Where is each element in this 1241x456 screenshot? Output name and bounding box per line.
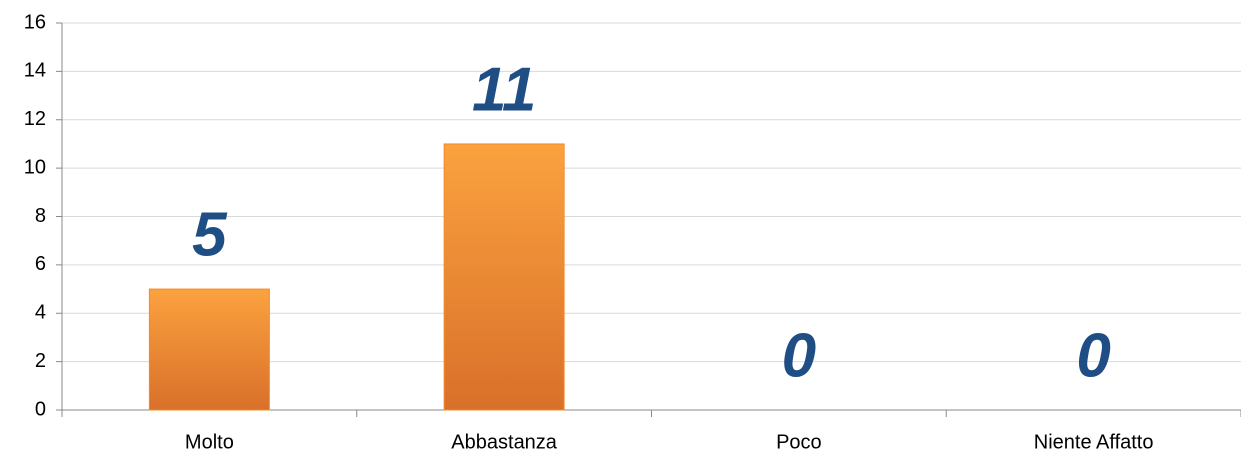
y-tick-label: 16 — [24, 11, 46, 33]
bar — [148, 288, 270, 411]
y-tick-label: 6 — [35, 253, 46, 275]
value-label: 0 — [1076, 321, 1110, 390]
x-tick-label: Poco — [776, 431, 822, 453]
y-tick-label: 10 — [24, 156, 46, 178]
y-tick-label: 8 — [35, 205, 46, 227]
value-label: 11 — [472, 55, 536, 124]
x-tick-label: Abbastanza — [451, 431, 558, 453]
x-tick-label: Molto — [185, 431, 234, 453]
y-tick-label: 12 — [24, 108, 46, 130]
y-tick-label: 14 — [24, 60, 46, 82]
value-label: 5 — [192, 200, 228, 269]
y-tick-label: 2 — [35, 350, 46, 372]
x-tick-label: Niente Affatto — [1034, 431, 1154, 453]
y-tick-label: 4 — [35, 302, 46, 324]
value-label: 0 — [782, 321, 816, 390]
bar — [443, 143, 565, 411]
y-tick-label: 0 — [35, 398, 46, 420]
